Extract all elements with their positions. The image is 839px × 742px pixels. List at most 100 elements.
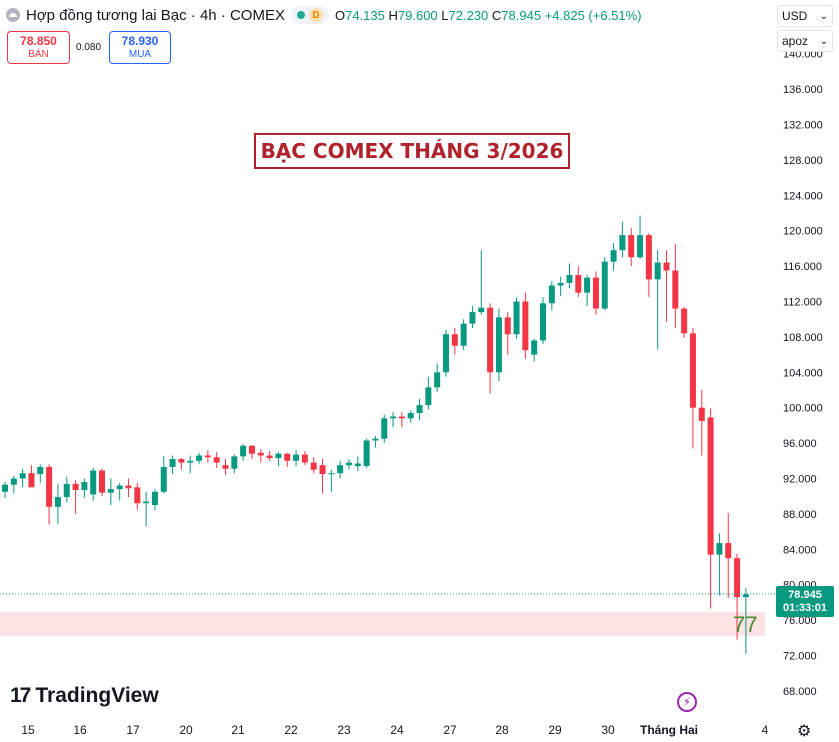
candle [257, 449, 264, 463]
market-status[interactable]: D [290, 6, 329, 24]
candle [319, 459, 326, 494]
candle [54, 483, 61, 524]
candle [310, 457, 317, 474]
candle-body [240, 445, 247, 457]
buy-label: MUA [128, 48, 152, 60]
candle-body [654, 262, 661, 280]
time-tick-label: 4 [762, 723, 769, 737]
candle-body [90, 470, 97, 495]
candle-body [231, 456, 238, 469]
candle-body [592, 277, 599, 309]
candle [681, 306, 688, 338]
candle-body [10, 478, 17, 485]
candle [81, 478, 88, 498]
candle [566, 263, 573, 289]
candle-body [196, 455, 203, 461]
candle [398, 412, 405, 428]
candle-body [628, 235, 635, 258]
candle-body [178, 459, 185, 463]
candle-body [460, 323, 467, 346]
price-tick-label: 128.000 [783, 155, 823, 167]
time-tick-label: 20 [179, 723, 193, 737]
candle-body [99, 470, 106, 493]
time-axis[interactable]: 15 16 17 20 21 22 23 24 27 28 29 30 Tháng Hai 4 [21, 723, 768, 737]
sell-price: 78.850 [20, 33, 57, 48]
time-tick-label: 27 [443, 723, 457, 737]
price-tick-label: 84.000 [783, 544, 817, 556]
candle-body [284, 453, 291, 461]
candle-body [19, 473, 26, 479]
candle-body [381, 418, 388, 439]
currency-select[interactable]: USD ⌄ [777, 5, 833, 27]
candle-body [363, 440, 370, 467]
candle [301, 451, 308, 466]
candle-body [725, 543, 732, 559]
candle [672, 243, 679, 329]
candle [107, 478, 114, 506]
candle-body [734, 558, 741, 598]
candle-body [663, 262, 670, 271]
candle-body [416, 405, 423, 414]
candle-body [645, 235, 652, 280]
candle [451, 328, 458, 355]
candle-body [487, 307, 494, 373]
last-price-tag: 78.945 01:33:01 [776, 586, 834, 617]
candle-body [716, 543, 723, 555]
candle [698, 390, 705, 456]
candle [204, 450, 211, 463]
time-tick-label: 21 [231, 723, 245, 737]
candle [134, 482, 141, 510]
candle-body [187, 460, 194, 463]
candle-body [742, 594, 749, 598]
time-tick-label: 24 [390, 723, 404, 737]
candle-body [248, 445, 255, 454]
time-tick-label: 16 [73, 723, 87, 737]
buy-button[interactable]: 78.930 MUA [109, 31, 171, 64]
candle-body [2, 484, 8, 492]
last-price-value: 78.945 [788, 588, 822, 601]
candle-body [522, 301, 529, 351]
chart-annotation[interactable]: BẠC COMEX THÁNG 3/2026 [254, 133, 570, 169]
scale-select[interactable]: apoz ⌄ [777, 30, 833, 52]
spread-value: 0.080 [76, 42, 102, 53]
lightning-icon[interactable]: ⚡ [677, 692, 697, 712]
candle [487, 303, 494, 394]
candle [178, 458, 185, 470]
candle-body [531, 340, 538, 355]
candle-body [469, 312, 476, 324]
time-tick-label: 30 [601, 723, 615, 737]
candle-body [143, 501, 150, 504]
tradingview-logo[interactable]: 17 TradingView [10, 684, 159, 707]
candle [293, 450, 300, 467]
green-dot-icon [296, 11, 305, 19]
candle [628, 228, 635, 267]
time-tick-label: Tháng Hai [640, 723, 698, 737]
candle-body [707, 417, 714, 555]
sell-button[interactable]: 78.850 BÁN [7, 31, 70, 64]
price-tick-label: 124.000 [783, 190, 823, 202]
candle-body [293, 454, 300, 461]
candle [372, 436, 379, 448]
candle-body [134, 487, 141, 504]
candle [495, 308, 502, 382]
price-tick-label: 136.000 [783, 84, 823, 96]
candle [381, 414, 388, 444]
candle [637, 215, 644, 260]
price-axis[interactable]: 68.00072.00076.00080.00084.00088.00092.0… [783, 49, 823, 698]
candle-body [310, 462, 317, 470]
candle [10, 475, 17, 494]
candle-body [37, 466, 44, 475]
candle [443, 329, 449, 377]
symbol-title[interactable]: Hợp đồng tương lai Bạc · 4h · COMEX [26, 6, 285, 24]
candle [151, 489, 158, 511]
gear-icon[interactable]: ⚙ [797, 723, 812, 740]
candle-body [689, 333, 696, 408]
candle-body [390, 416, 397, 419]
candle [116, 482, 123, 501]
candle-body [601, 261, 608, 309]
candle-body [169, 459, 176, 467]
candle [143, 491, 150, 527]
zone-label: 77 [733, 612, 758, 637]
candle-body [513, 301, 520, 335]
